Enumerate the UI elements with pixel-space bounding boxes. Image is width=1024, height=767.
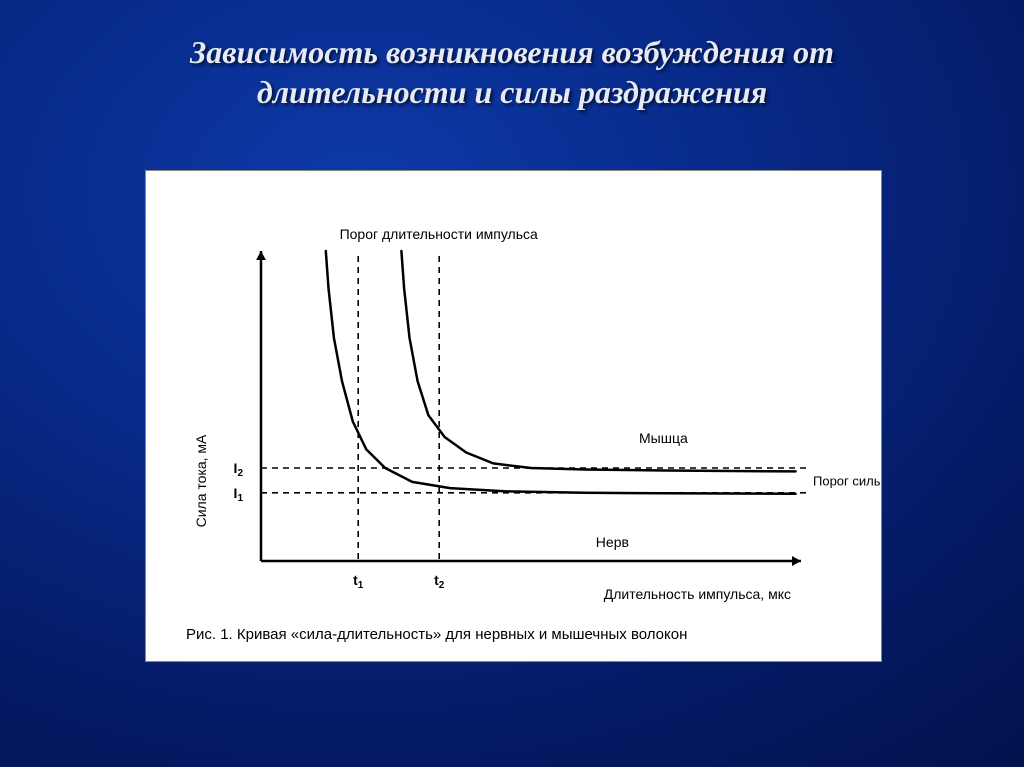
slide-title-line1: Зависимость возникновения возбуждения от: [190, 34, 834, 70]
svg-text:I1: I1: [234, 485, 244, 504]
svg-text:Нерв: Нерв: [596, 534, 629, 550]
svg-text:t1: t1: [353, 572, 364, 591]
chart-figure: Сила тока, мА Порог длительности импульса…: [145, 170, 882, 662]
chart-svg: Сила тока, мА Порог длительности импульса…: [146, 171, 881, 661]
svg-text:Мышца: Мышца: [639, 430, 688, 446]
slide-title-line2: длительности и силы раздражения: [257, 74, 767, 110]
slide-title: Зависимость возникновения возбуждения от…: [0, 32, 1024, 112]
svg-text:Сила тока, мА: Сила тока, мА: [193, 434, 209, 527]
svg-text:Порог длительности импульса: Порог длительности импульса: [340, 226, 538, 242]
slide: Зависимость возникновения возбуждения от…: [0, 0, 1024, 767]
svg-text:Порог силы тока: Порог силы тока: [813, 473, 881, 488]
svg-text:Рис. 1. Кривая «сила-длитель: Рис. 1. Кривая «сила-длительность» для н…: [186, 626, 687, 643]
svg-text:I2: I2: [234, 460, 244, 479]
svg-text:t2: t2: [434, 572, 445, 591]
svg-text:Длительность импульса, мкс: Длительность импульса, мкс: [604, 586, 791, 602]
